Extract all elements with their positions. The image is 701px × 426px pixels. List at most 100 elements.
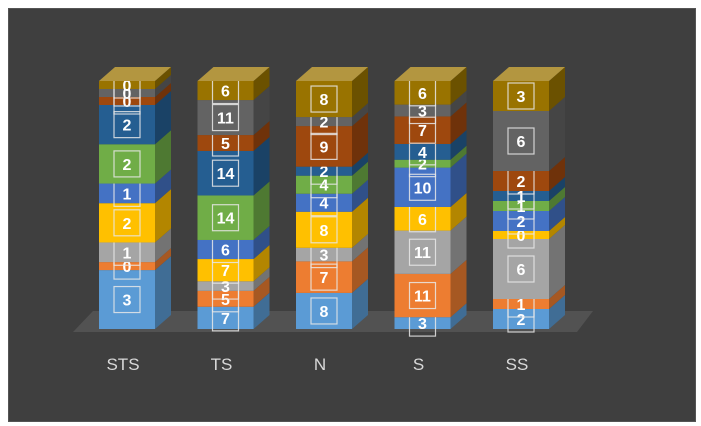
bar-segment xyxy=(493,299,549,309)
bar-segment-side xyxy=(253,181,270,240)
bar-segment xyxy=(99,270,155,329)
bar-segment-side xyxy=(352,233,368,262)
category-label-s: S xyxy=(413,355,424,374)
data-label: 6 xyxy=(418,86,427,103)
data-label: 3 xyxy=(221,279,230,296)
data-label-box xyxy=(507,255,535,283)
bar-segment xyxy=(296,81,352,118)
data-label: 8 xyxy=(320,304,329,321)
bar-segment-side xyxy=(253,225,270,260)
data-label: 2 xyxy=(123,216,132,233)
bar-segment-side xyxy=(549,217,565,239)
bar-segment-side xyxy=(155,83,171,105)
bar-segment xyxy=(394,143,451,160)
category-label-ss: SS xyxy=(506,355,529,374)
bar-segment-side xyxy=(549,177,565,201)
data-label-box xyxy=(408,281,437,310)
bar-segment-side xyxy=(253,121,270,151)
data-label: 0 xyxy=(123,94,132,111)
bar-segment xyxy=(197,135,254,151)
data-label: 9 xyxy=(320,139,329,156)
data-label: 1 xyxy=(123,186,132,203)
bar-segment xyxy=(394,317,451,329)
bar-segment xyxy=(197,195,254,240)
bar-segment xyxy=(197,239,254,260)
bar-segment-side xyxy=(155,248,171,271)
bar-segment-side xyxy=(450,129,467,160)
bar-segment xyxy=(197,281,254,291)
data-label: 2 xyxy=(517,312,526,329)
bar-segment-side xyxy=(352,152,368,176)
category-label-n: N xyxy=(314,355,326,374)
stacked-3d-bar-chart: 3012122000753761414511687384429283111161… xyxy=(73,67,593,374)
data-label: 11 xyxy=(414,245,431,262)
bar-segment xyxy=(394,159,451,168)
bar-segment-side xyxy=(549,157,565,191)
data-label: 11 xyxy=(217,111,234,128)
data-label-box xyxy=(310,216,338,244)
bar-segment-side xyxy=(352,278,368,329)
bar-segment xyxy=(296,292,352,329)
bar-segment xyxy=(493,171,549,191)
data-label-box xyxy=(310,263,338,291)
bar-segment xyxy=(99,97,155,105)
bar-segment-side xyxy=(253,276,270,307)
data-label: 2 xyxy=(123,157,132,174)
bar-segment-side xyxy=(253,136,270,196)
bar-segment-side xyxy=(155,91,171,145)
data-label: 5 xyxy=(221,136,230,153)
bar-segment-side xyxy=(352,103,368,127)
bar-segment-side xyxy=(352,247,368,293)
bar-segment xyxy=(99,183,155,204)
bar-segment xyxy=(394,104,451,117)
data-label-box xyxy=(113,111,141,139)
data-label: 1 xyxy=(517,199,526,216)
data-label-box xyxy=(211,159,240,187)
bar-segment-side xyxy=(450,259,467,318)
bar-segment-side xyxy=(450,216,467,274)
bar-segment xyxy=(99,81,155,89)
bar-segment-side xyxy=(155,169,171,204)
bar-segment-side xyxy=(352,197,368,248)
bar-segment xyxy=(197,150,254,196)
data-label: 3 xyxy=(320,248,329,265)
bar-segment-side xyxy=(253,67,270,101)
data-label: 2 xyxy=(123,118,132,135)
bar-segment-side xyxy=(352,161,368,194)
data-label: 6 xyxy=(221,243,230,260)
bar-segment-side xyxy=(155,130,171,184)
bar-segment xyxy=(197,100,254,136)
data-label: 6 xyxy=(418,212,427,229)
bar-segment-side xyxy=(352,179,368,212)
bar-segment xyxy=(394,230,451,274)
bar-segment xyxy=(493,201,549,211)
bar-top xyxy=(197,67,270,81)
bar-segment xyxy=(394,81,451,105)
bar-segment-side xyxy=(549,295,565,329)
data-label: 6 xyxy=(221,84,230,101)
bar-segment xyxy=(493,191,549,201)
data-label-box xyxy=(310,132,338,160)
bar-segment xyxy=(99,242,155,263)
data-label: 3 xyxy=(123,293,132,310)
bar-segment xyxy=(296,166,352,176)
bar-segment xyxy=(493,231,549,239)
bar-segment xyxy=(296,193,352,212)
category-labels: STS TS N S SS xyxy=(106,355,528,374)
data-label: 6 xyxy=(517,134,526,151)
bar-top xyxy=(99,67,171,81)
data-label-box xyxy=(113,285,141,314)
data-label: 2 xyxy=(517,174,526,191)
data-label: 3 xyxy=(418,104,427,121)
data-label: 7 xyxy=(418,123,427,140)
data-label: 5 xyxy=(221,292,230,309)
bar-segment-side xyxy=(549,197,565,231)
bar-segment-side xyxy=(450,303,467,329)
bar-segment-side xyxy=(253,245,270,282)
data-label: 0 xyxy=(517,228,526,245)
bar-segment-side xyxy=(155,256,171,329)
data-label: 3 xyxy=(418,316,427,333)
